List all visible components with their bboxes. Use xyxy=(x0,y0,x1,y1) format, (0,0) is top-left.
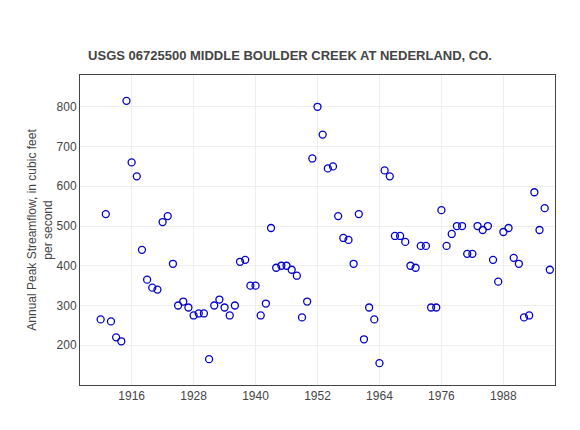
svg-text:1988: 1988 xyxy=(490,389,517,403)
svg-text:1928: 1928 xyxy=(180,389,207,403)
svg-text:1964: 1964 xyxy=(366,389,393,403)
svg-text:Annual Peak Streamflow, in cub: Annual Peak Streamflow, in cubic feetper… xyxy=(25,129,55,331)
svg-text:200: 200 xyxy=(57,338,77,352)
svg-text:300: 300 xyxy=(57,299,77,313)
svg-text:1976: 1976 xyxy=(428,389,455,403)
svg-text:1952: 1952 xyxy=(304,389,331,403)
svg-text:600: 600 xyxy=(57,179,77,193)
svg-text:USGS 06725500 MIDDLE BOULDER C: USGS 06725500 MIDDLE BOULDER CREEK AT NE… xyxy=(88,48,492,63)
svg-text:500: 500 xyxy=(57,219,77,233)
svg-text:400: 400 xyxy=(57,259,77,273)
svg-text:700: 700 xyxy=(57,140,77,154)
svg-text:1916: 1916 xyxy=(118,389,145,403)
svg-text:1940: 1940 xyxy=(242,389,269,403)
svg-text:800: 800 xyxy=(57,100,77,114)
